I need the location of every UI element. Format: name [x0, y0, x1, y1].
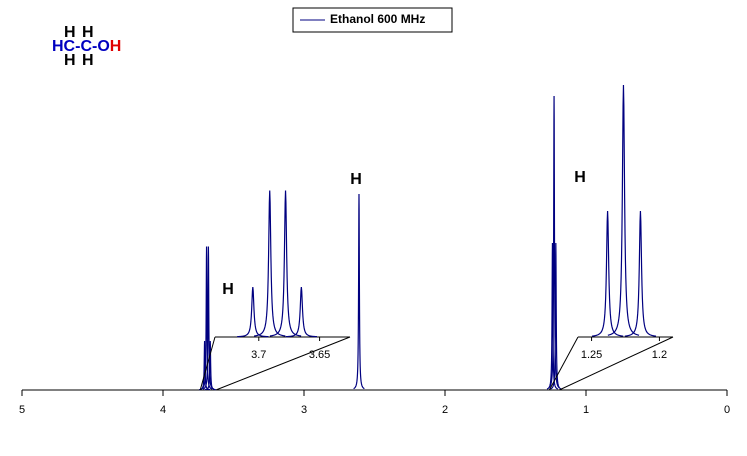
- formula-row: HC-C-OH: [52, 38, 121, 55]
- peak: [353, 193, 365, 390]
- peak: [204, 340, 216, 391]
- peak: [548, 95, 560, 389]
- atom: H: [82, 24, 94, 41]
- peak-annotation: H: [222, 281, 234, 298]
- peak: [591, 210, 624, 337]
- atom: H: [64, 52, 76, 69]
- x-tick-label: 1.25: [581, 349, 602, 361]
- peak: [550, 242, 562, 390]
- atom: HC-C-O: [52, 38, 110, 55]
- atom: H: [110, 38, 122, 55]
- peak: [624, 210, 657, 337]
- peak-annotation: H: [350, 171, 362, 188]
- x-tick-label: 3.7: [251, 349, 266, 361]
- x-tick-label: 3: [301, 404, 307, 416]
- legend-label: Ethanol 600 MHz: [330, 12, 425, 26]
- peak: [237, 286, 269, 338]
- peak: [200, 246, 213, 390]
- peak-annotation: H: [574, 169, 586, 186]
- x-tick-label: 3.65: [309, 349, 330, 361]
- peak: [285, 286, 317, 338]
- peak: [607, 84, 640, 336]
- peak: [269, 190, 302, 337]
- zoom-line: [215, 336, 351, 391]
- peak: [199, 340, 211, 391]
- x-tick-label: 1.2: [652, 349, 667, 361]
- x-tick-label: 0: [724, 404, 730, 416]
- zoom-line: [548, 336, 579, 391]
- molecule: H H HC-C-OH H H: [52, 24, 121, 69]
- atom: H: [64, 24, 76, 41]
- x-tick-label: 1: [583, 404, 589, 416]
- atom: H: [82, 52, 94, 69]
- zoom-line: [199, 336, 216, 391]
- x-tick-label: 4: [160, 404, 166, 416]
- peak: [254, 190, 286, 337]
- x-tick-label: 2: [442, 404, 448, 416]
- zoom-line: [558, 336, 674, 391]
- x-tick-label: 5: [19, 404, 25, 416]
